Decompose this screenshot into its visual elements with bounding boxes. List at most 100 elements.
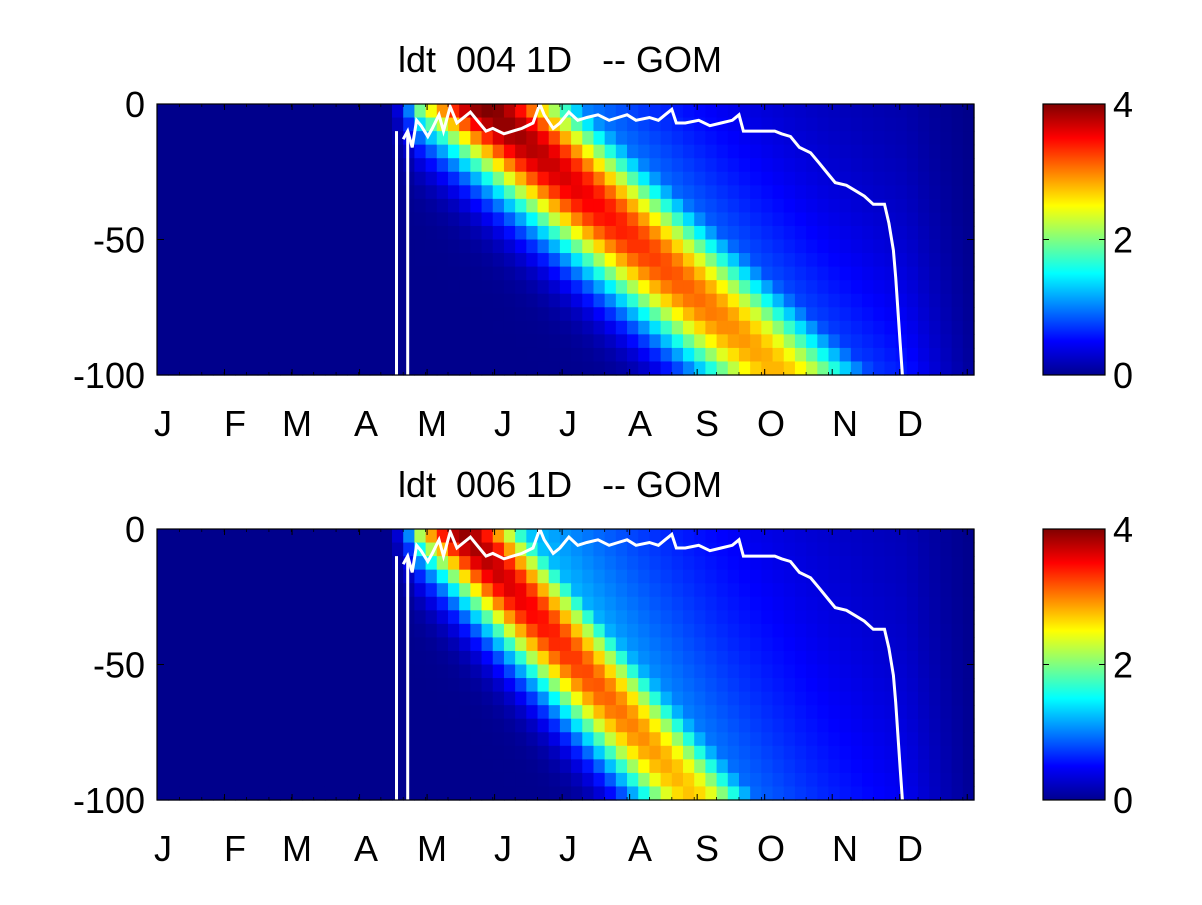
heatmap-cell <box>817 718 830 733</box>
heatmap-cell <box>280 691 292 706</box>
heatmap-cell <box>638 171 651 186</box>
heatmap-cell <box>604 320 617 335</box>
heatmap-cell <box>828 347 841 363</box>
heatmap-cell <box>962 239 975 254</box>
heatmap-cell <box>705 569 718 584</box>
heatmap-cell <box>839 569 852 584</box>
heatmap-cell <box>201 664 214 679</box>
heatmap-cell <box>157 637 169 652</box>
heatmap-cell <box>604 732 617 747</box>
heatmap-cell <box>727 623 740 638</box>
heatmap-cell <box>638 678 651 693</box>
heatmap-cell <box>738 759 751 774</box>
heatmap-cell <box>425 185 438 200</box>
heatmap-cell <box>548 320 561 335</box>
heatmap-cell <box>179 361 192 376</box>
heatmap-cell <box>157 347 169 363</box>
heatmap-cell <box>671 158 684 173</box>
heatmap-cell <box>571 266 583 281</box>
heatmap-cell <box>246 347 259 363</box>
heatmap-cell <box>224 347 236 363</box>
heatmap-cell <box>336 320 348 335</box>
heatmap-cell <box>862 280 874 295</box>
heatmap-cell <box>694 650 706 666</box>
heatmap-cell <box>962 610 975 625</box>
heatmap-cell <box>168 691 180 706</box>
heatmap-cell <box>660 529 673 544</box>
heatmap-cell <box>168 198 180 213</box>
heatmap-cell <box>884 542 897 557</box>
heatmap-cell <box>380 705 393 720</box>
heatmap-cell <box>705 198 718 213</box>
heatmap-cell <box>604 212 617 227</box>
heatmap-cell <box>604 280 617 295</box>
heatmap-cell <box>716 745 729 760</box>
heatmap-cell <box>179 786 192 801</box>
heatmap-cell <box>302 347 315 363</box>
heatmap-cell <box>503 772 516 788</box>
heatmap-cell <box>168 307 180 322</box>
heatmap-cell <box>324 171 337 186</box>
heatmap-cell <box>828 171 841 186</box>
heatmap-cell <box>313 320 326 335</box>
heatmap-cell <box>716 691 729 706</box>
heatmap-cell <box>179 198 192 213</box>
heatmap-cell <box>459 171 471 186</box>
heatmap-cell <box>582 117 595 132</box>
heatmap-cell <box>470 293 483 308</box>
heatmap-cell <box>783 556 796 571</box>
heatmap-cell <box>615 542 628 557</box>
heatmap-cell <box>515 158 527 173</box>
heatmap-cell <box>839 334 852 349</box>
heatmap-cell <box>548 596 561 611</box>
heatmap-cell <box>257 104 270 119</box>
heatmap-cell <box>571 596 583 611</box>
heatmap-cell <box>738 691 751 706</box>
heatmap-cell <box>212 664 225 679</box>
heatmap-cell <box>694 239 706 254</box>
heatmap-cell <box>828 705 841 720</box>
heatmap-cell <box>548 691 561 706</box>
heatmap-cell <box>201 529 214 544</box>
heatmap-cell <box>201 225 214 241</box>
heatmap-cell <box>761 718 774 733</box>
heatmap-cell <box>190 569 203 584</box>
heatmap-cell <box>873 320 886 335</box>
heatmap-cell <box>459 293 471 308</box>
heatmap-cell <box>627 361 639 376</box>
heatmap-cell <box>179 664 192 679</box>
heatmap-cell <box>190 320 203 335</box>
heatmap-cell <box>179 745 192 760</box>
heatmap-cell <box>157 745 169 760</box>
heatmap-cell <box>716 732 729 747</box>
heatmap-cell <box>660 144 673 159</box>
heatmap-cell <box>503 664 516 679</box>
heatmap-cell <box>884 334 897 349</box>
heatmap-cell <box>627 610 639 625</box>
heatmap-cell <box>817 772 830 788</box>
heatmap-cell <box>582 529 595 544</box>
heatmap-cell <box>369 212 382 227</box>
heatmap-cell <box>794 583 807 598</box>
heatmap-cell <box>447 307 460 322</box>
heatmap-cell <box>615 623 628 638</box>
heatmap-cell <box>884 759 897 774</box>
heatmap-cell <box>425 705 438 720</box>
heatmap-cell <box>604 745 617 760</box>
heatmap-cell <box>224 610 236 625</box>
heatmap-cell <box>380 239 393 254</box>
heatmap-cell <box>369 171 382 186</box>
heatmap-cell <box>705 266 718 281</box>
heatmap-cell <box>806 623 818 638</box>
heatmap-cell <box>380 678 393 693</box>
heatmap-cell <box>291 117 304 132</box>
heatmap-cell <box>190 307 203 322</box>
heatmap-cell <box>224 307 236 322</box>
heatmap-cell <box>750 171 762 186</box>
heatmap-cell <box>604 185 617 200</box>
heatmap-cell <box>302 212 315 227</box>
heatmap-cell <box>593 759 606 774</box>
heatmap-cell <box>873 158 886 173</box>
heatmap-cell <box>962 198 975 213</box>
heatmap-cell <box>280 556 292 571</box>
